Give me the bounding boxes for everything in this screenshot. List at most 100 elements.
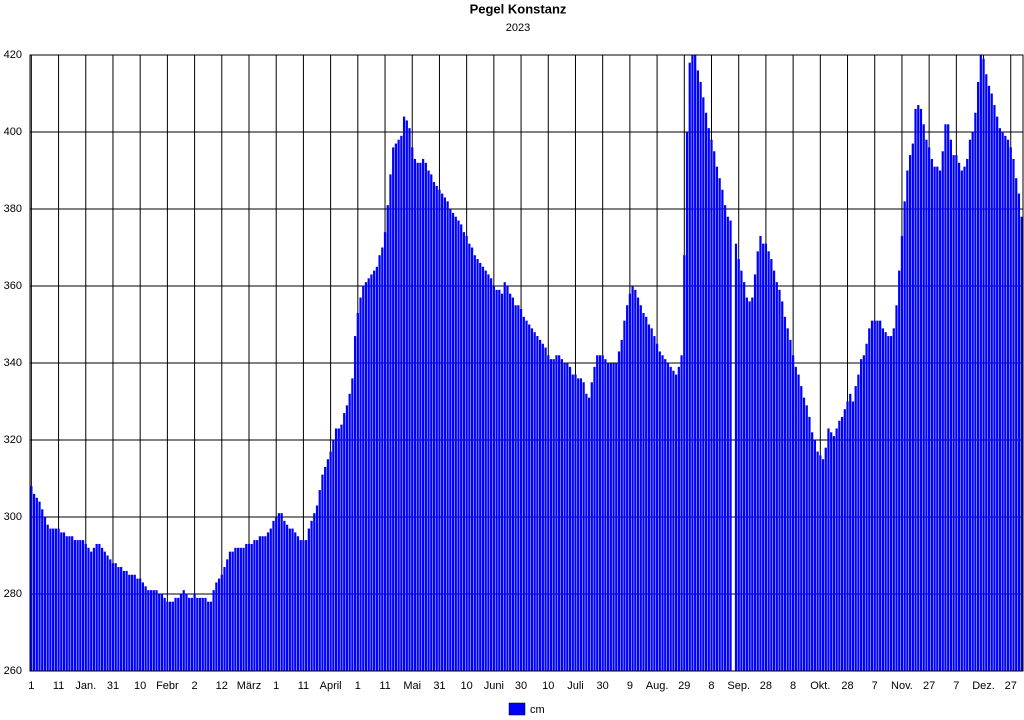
bar bbox=[394, 143, 398, 672]
bar bbox=[283, 520, 286, 671]
x-tick-label: März bbox=[237, 680, 261, 692]
bar bbox=[465, 235, 468, 671]
bar bbox=[160, 594, 164, 671]
bar bbox=[503, 282, 506, 671]
bar bbox=[797, 374, 800, 671]
bar bbox=[155, 590, 158, 671]
bar bbox=[577, 378, 580, 671]
x-tick-label: Aug. bbox=[646, 680, 669, 692]
bar bbox=[522, 316, 525, 671]
bar bbox=[168, 601, 172, 671]
bar bbox=[993, 105, 996, 672]
bar bbox=[470, 247, 474, 671]
bar bbox=[217, 578, 221, 671]
bar bbox=[685, 132, 689, 671]
bar bbox=[751, 297, 754, 671]
bar bbox=[383, 232, 387, 671]
bar bbox=[824, 447, 827, 671]
bar bbox=[903, 201, 906, 672]
bar bbox=[582, 382, 585, 671]
bar bbox=[677, 366, 680, 671]
bar bbox=[1004, 135, 1007, 672]
bar bbox=[525, 320, 528, 671]
bar bbox=[593, 366, 596, 671]
bar bbox=[830, 432, 833, 671]
bar bbox=[231, 551, 234, 671]
bar bbox=[704, 112, 708, 671]
bars bbox=[30, 55, 1023, 672]
bar bbox=[835, 428, 838, 671]
bar bbox=[987, 85, 991, 672]
bar bbox=[302, 540, 305, 671]
bar bbox=[775, 282, 778, 671]
bar bbox=[307, 528, 310, 671]
bar bbox=[422, 158, 425, 671]
bar bbox=[957, 162, 961, 672]
bar bbox=[95, 543, 98, 671]
bar bbox=[326, 459, 330, 671]
bar bbox=[375, 266, 378, 671]
bar bbox=[296, 536, 300, 671]
bar bbox=[264, 536, 267, 671]
bar bbox=[84, 543, 87, 671]
bar bbox=[190, 597, 193, 671]
bar bbox=[136, 578, 139, 671]
bar bbox=[324, 466, 327, 671]
bar bbox=[364, 282, 368, 671]
x-tick-label: 31 bbox=[107, 680, 119, 692]
bar bbox=[495, 289, 498, 671]
bar bbox=[68, 536, 71, 671]
bar bbox=[392, 147, 395, 671]
bar bbox=[898, 270, 901, 671]
x-tick-label: 27 bbox=[923, 680, 935, 692]
bar bbox=[740, 270, 743, 671]
bar bbox=[726, 216, 729, 671]
bar bbox=[892, 328, 895, 671]
bar bbox=[870, 320, 874, 671]
plot-frame bbox=[29, 54, 1024, 672]
bar bbox=[57, 528, 60, 671]
bar bbox=[868, 328, 871, 671]
bar bbox=[117, 567, 120, 671]
x-tick-label: Okt. bbox=[810, 680, 830, 692]
x-tick-label: 2 bbox=[192, 680, 198, 692]
bar bbox=[215, 582, 218, 671]
x-tick-label: 8 bbox=[708, 680, 714, 692]
bar bbox=[536, 336, 539, 671]
bar bbox=[696, 70, 700, 671]
bar bbox=[653, 336, 656, 671]
bar bbox=[996, 116, 999, 672]
bar bbox=[623, 320, 626, 671]
bar bbox=[62, 532, 66, 671]
bar bbox=[672, 370, 675, 671]
bar bbox=[930, 158, 933, 671]
y-tick-label: 380 bbox=[4, 203, 22, 215]
bar bbox=[530, 328, 534, 671]
bar bbox=[370, 274, 373, 671]
bar bbox=[378, 255, 381, 671]
x-tick-label: 7 bbox=[872, 680, 878, 692]
bar bbox=[612, 363, 615, 671]
bar bbox=[1020, 216, 1023, 671]
bar bbox=[125, 570, 128, 671]
bar bbox=[604, 359, 607, 671]
bar bbox=[555, 355, 558, 671]
bar bbox=[46, 524, 49, 671]
bar bbox=[680, 355, 683, 671]
bar bbox=[204, 597, 207, 671]
bar bbox=[250, 543, 253, 671]
bar bbox=[343, 413, 346, 671]
bar bbox=[158, 594, 161, 671]
bar bbox=[688, 62, 691, 671]
x-tick-label: 10 bbox=[461, 680, 473, 692]
bar bbox=[976, 81, 980, 671]
bar bbox=[329, 451, 332, 671]
bar bbox=[865, 343, 868, 671]
bar bbox=[528, 324, 531, 671]
bar bbox=[914, 108, 917, 671]
x-tick-label: Nov. bbox=[891, 680, 913, 692]
bar bbox=[179, 594, 183, 671]
x-tick-label: Mai bbox=[403, 680, 421, 692]
bar bbox=[76, 540, 79, 671]
bar bbox=[851, 401, 855, 671]
